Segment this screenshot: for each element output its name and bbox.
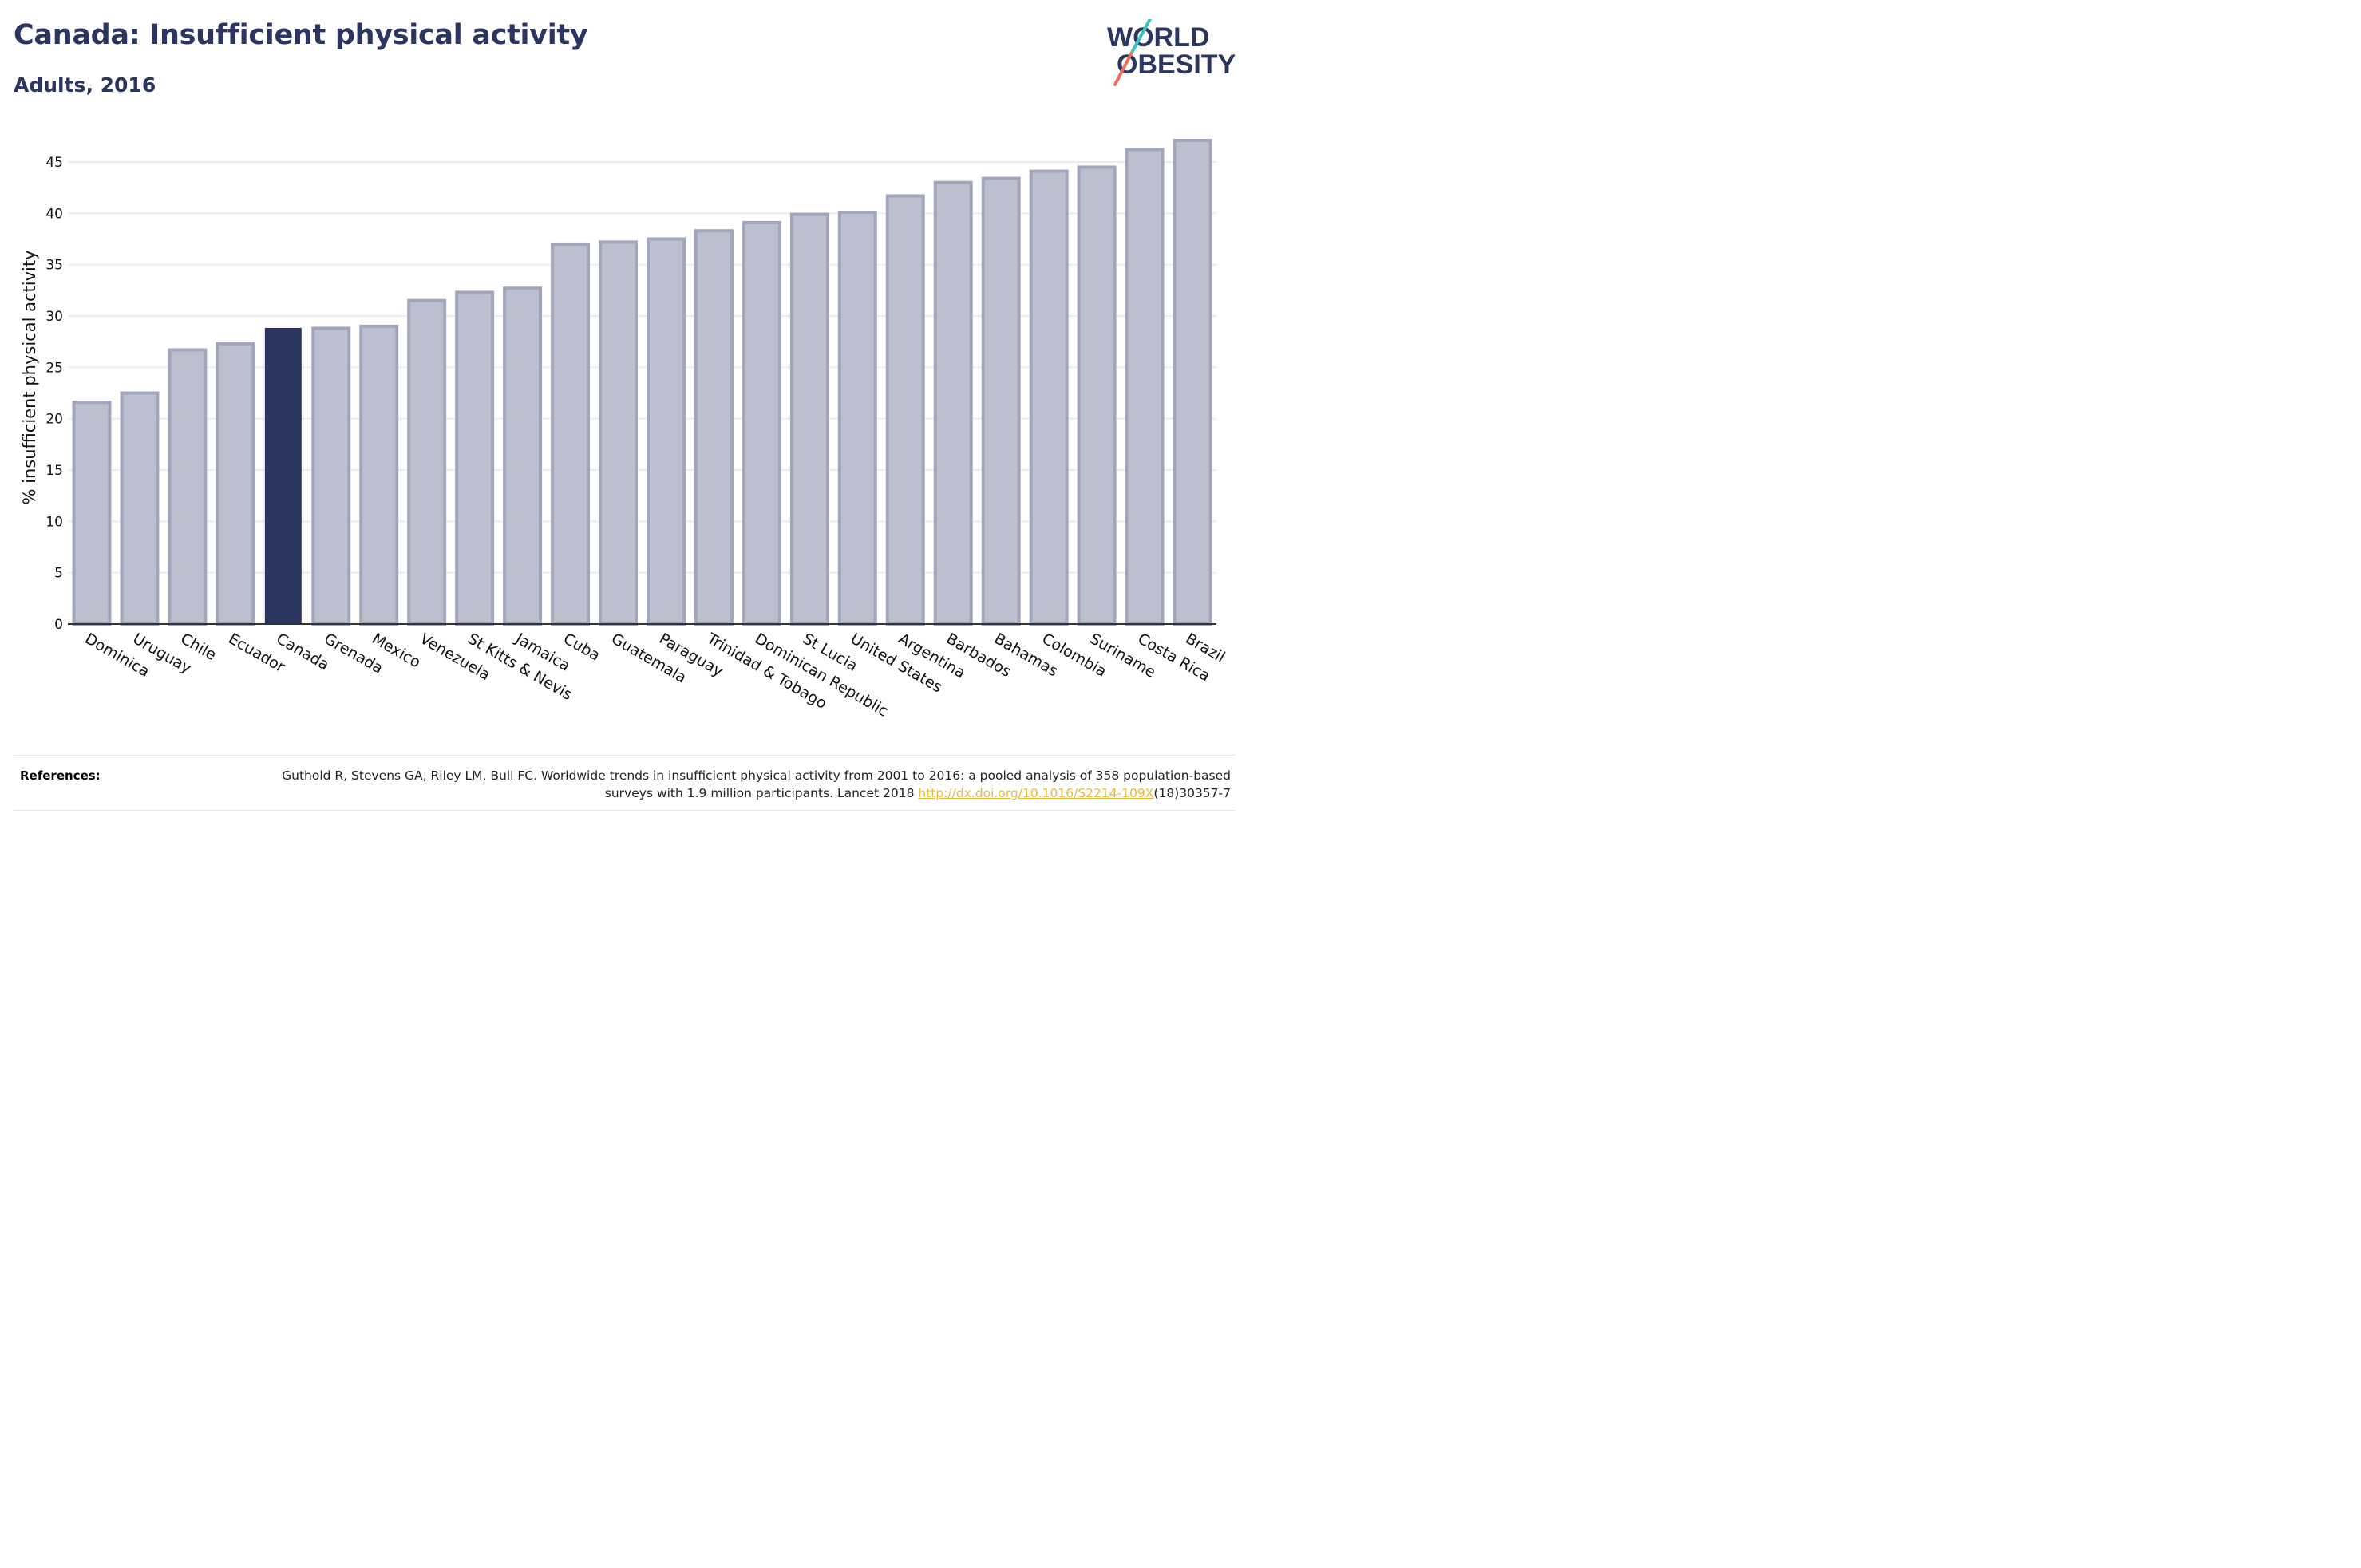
y-tick-label: 5: [54, 566, 63, 582]
bar: [837, 211, 877, 626]
chart-title: Canada: Insufficient physical activity: [14, 19, 588, 51]
y-tick-label: 30: [45, 309, 63, 325]
bar: [216, 342, 255, 626]
bar: [599, 240, 639, 626]
y-tick-label: 20: [45, 412, 63, 428]
logo-line2: OBESITY: [1117, 49, 1236, 80]
y-tick-label: 10: [45, 514, 63, 530]
bar: [359, 324, 399, 626]
bar: [789, 212, 829, 626]
bar: [503, 286, 543, 626]
logo-slash-teal: [1131, 19, 1153, 53]
y-tick-label: 35: [45, 258, 63, 274]
references-panel: References: Guthold R, Stevens GA, Riley…: [14, 755, 1236, 811]
world-obesity-logo: WORLD OBESITY: [1107, 19, 1236, 86]
bar: [1029, 169, 1069, 626]
references-citation-end: (18)30357-7: [1153, 786, 1231, 800]
y-tick-label: 25: [45, 360, 63, 376]
bar: [407, 298, 447, 626]
bar: [72, 401, 112, 626]
bar: [551, 242, 591, 626]
y-axis-label: % insufficient physical activity: [20, 250, 39, 504]
references-citation: Guthold R, Stevens GA, Riley LM, Bull FC…: [282, 768, 1231, 800]
bar: [694, 229, 734, 626]
bar: [646, 237, 686, 626]
y-tick-label: 0: [54, 617, 63, 633]
y-tick-label: 40: [45, 206, 63, 222]
bar: [933, 180, 973, 626]
bar: [742, 220, 781, 626]
logo-line1: WORLD: [1107, 22, 1209, 53]
y-tick-label: 45: [45, 155, 63, 171]
bar: [1077, 165, 1117, 626]
references-link[interactable]: http://dx.doi.org/10.1016/S2214-109X: [918, 786, 1154, 800]
bar: [455, 290, 495, 626]
bar: [311, 326, 351, 626]
references-text: Guthold R, Stevens GA, Riley LM, Bull FC…: [273, 767, 1231, 802]
bar: [120, 391, 160, 626]
chart-subtitle: Adults, 2016: [14, 73, 156, 97]
references-label: References:: [20, 768, 101, 783]
bar: [264, 327, 302, 625]
bar: [1125, 148, 1165, 626]
logo-slash-coral: [1113, 49, 1134, 86]
bar: [1173, 138, 1212, 626]
bar: [885, 194, 925, 626]
y-tick-label: 15: [45, 463, 63, 479]
bar: [168, 348, 208, 626]
bar: [981, 176, 1021, 626]
